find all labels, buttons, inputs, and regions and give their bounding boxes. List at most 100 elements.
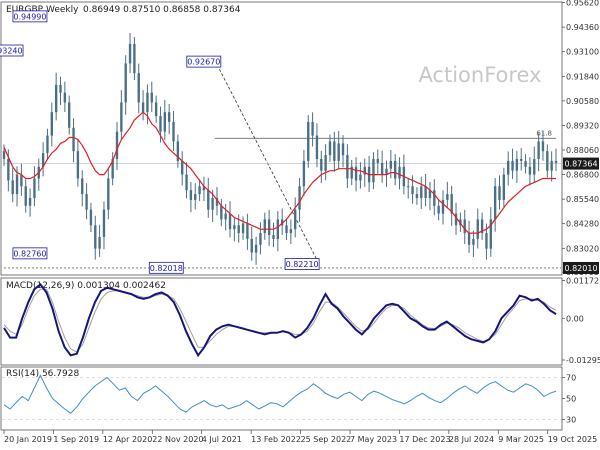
price-annotation-label: 0.82018 [150,264,183,273]
time-axis-tick-label: 1 Sep 2019 [53,435,99,444]
price-overlays: 61.8 [4,59,561,269]
candle-body [359,174,362,181]
rsi-line [3,374,557,414]
candle-body [228,213,232,230]
time-axis-tick-label: 9 Mar 2025 [498,435,544,444]
candle-body [546,151,549,171]
price-axis-tick-label: 0.93100 [566,48,599,57]
candle-body [63,92,67,103]
candle-body [141,102,145,113]
candle-body [120,102,123,132]
candle-body [511,160,514,171]
time-axis-tick-label: 7 May 2023 [350,435,397,444]
macd-axis-tick-label: -0.012951 [566,356,600,365]
candle-body [94,225,97,249]
price-axis-tick-label: 0.84280 [566,220,599,229]
rsi-axis: 70 50 30 [562,374,576,425]
candle-body [398,166,401,179]
price-axis-tick-label: 0.86800 [566,171,599,180]
candle-body [476,219,479,239]
candle-body [107,178,110,210]
candle-body [215,197,219,206]
price-annotation-box [12,10,48,23]
candle-body [333,141,336,161]
candle-body [393,160,397,179]
candle-body [376,158,379,163]
fib-trendline [214,59,320,265]
candle-body [85,194,88,210]
candle-body [415,194,419,198]
candle-body [72,127,75,152]
candle-body [502,174,506,200]
candle-body [154,102,158,117]
candle-body [420,186,423,198]
candle-body [207,190,210,210]
time-axis-tick-label: 25 Sep 2022 [301,435,352,444]
candle-body [498,186,501,200]
time-axis: 20 Jan 2019 1 Sep 2019 12 Apr 2020 22 Nov 2… [3,430,597,444]
candle-body [450,194,453,214]
candle-body [20,174,23,187]
price-panel: EURGBP,Weekly 0.86949 0.87510 0.86858 0.… [0,0,599,277]
candle-body [172,121,175,142]
candle-body [41,153,45,167]
rsi-axis-tick-label: 30 [566,416,576,425]
candle-body [250,238,253,253]
candle-body [163,112,167,132]
rsi-axis-tick-label: 50 [566,395,576,404]
candle-body [433,190,436,206]
candle-body [237,225,240,234]
candle-body [537,141,540,159]
candle-body [489,219,492,249]
candle-body [493,186,497,220]
current-price-badge-bg [563,157,599,170]
candle-body [315,135,319,159]
candle-body [541,141,545,152]
fib-label: 61.8 [536,129,552,137]
candle-body [507,160,510,175]
time-axis-tick-label: 19 Oct 2025 [548,435,597,444]
candle-body [307,121,310,161]
candle-body [241,223,245,234]
candle-body [554,160,558,163]
candle-body [198,186,201,195]
candle-body [189,190,193,200]
candle-body [68,102,71,128]
price-annotation-box [186,55,222,68]
candle-body [115,131,119,159]
candle-body [320,158,323,171]
candle-body [428,190,432,198]
candle-body [194,194,197,200]
candle-body [98,236,101,249]
candle-body [372,158,375,183]
candle-body [128,43,132,64]
macd-axis-tick-label: 0.011727 [566,276,600,285]
macd-panel-title: MACD(12,26,9) 0.001304 0.002462 [6,281,166,291]
candle-body [480,219,484,234]
candle-body [220,205,223,220]
candle-body [424,186,427,198]
floor-price-badge-bg [563,261,599,274]
candle-body [76,151,80,179]
candle-body [524,160,527,167]
candle-body [515,158,519,171]
candle-body [111,158,114,179]
candle-body [89,209,93,226]
price-candles [2,33,558,265]
price-annotation-label: 0.82210 [286,260,319,269]
price-axis-tick-label: 0.95620 [566,0,599,8]
candle-body [259,233,262,245]
candle-body [463,219,466,234]
candle-body [294,209,297,230]
macd-axis: 0.011727 0.00 -0.012951 [562,276,600,365]
candle-body [528,166,532,175]
price-panel-frame [0,1,563,276]
candle-body [467,233,471,245]
candle-body [11,180,14,195]
candle-body [276,219,280,239]
rsi-axis-tick-label: 70 [566,374,576,383]
candle-body [441,199,445,214]
candle-body [485,233,488,249]
candle-body [181,160,184,175]
